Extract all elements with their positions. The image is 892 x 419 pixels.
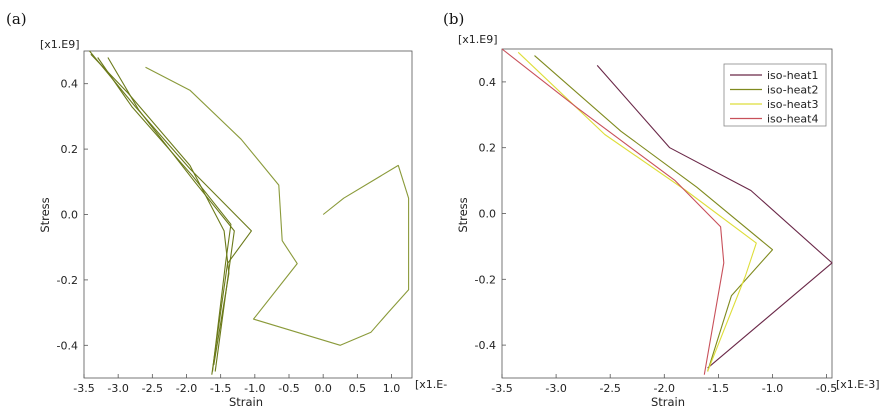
y-tick-label: 0.2 bbox=[61, 143, 79, 156]
panel-b-y-unit: [x1.E9] bbox=[458, 33, 498, 46]
panel-a-y-axis-title: Stress bbox=[38, 197, 52, 232]
panel-a-y-ticks: 0.4 0.2 0.0 -0.2 -0.4 bbox=[57, 78, 88, 352]
x-tick-label: -2.5 bbox=[599, 382, 620, 395]
series-line-4 bbox=[89, 50, 252, 375]
x-tick-label: 0.0 bbox=[314, 382, 332, 395]
panel-a-x-ticks: -3.5 -3.0 -2.5 -2.0 -1.5 -1.0 -0.5 0.0 0.5 1.0 bbox=[73, 374, 400, 395]
legend-label: iso-heat4 bbox=[767, 113, 818, 126]
panel-a-x-unit: [x1.E- bbox=[415, 378, 447, 391]
series-line-3 bbox=[107, 57, 235, 372]
y-tick-label: -0.4 bbox=[475, 339, 496, 352]
legend-label: iso-heat3 bbox=[767, 98, 818, 111]
x-tick-label: -1.5 bbox=[210, 382, 231, 395]
series-line-3 bbox=[517, 51, 757, 372]
panel-b: (b) [x1.E9] [x1.E-3] Strain Stress -3.5-… bbox=[443, 10, 880, 409]
y-tick-label: -0.2 bbox=[57, 274, 78, 287]
series-line-1 bbox=[596, 65, 833, 369]
y-tick-label: 0.0 bbox=[61, 209, 79, 222]
x-tick-label: -2.0 bbox=[176, 382, 197, 395]
panel-a-y-unit: [x1.E9] bbox=[40, 38, 80, 51]
x-tick-label: -0.5 bbox=[816, 382, 837, 395]
x-tick-label: -2.0 bbox=[654, 382, 675, 395]
panel-b-x-unit: [x1.E-3] bbox=[836, 378, 880, 391]
y-tick-label: 0.0 bbox=[479, 208, 497, 221]
x-tick-label: -2.5 bbox=[142, 382, 163, 395]
series-line-5 bbox=[145, 66, 410, 346]
y-tick-label: -0.4 bbox=[57, 339, 78, 352]
panel-a-label: (a) bbox=[6, 10, 27, 28]
series-line-2 bbox=[534, 55, 774, 372]
series-line-4 bbox=[501, 48, 725, 375]
x-tick-label: -3.0 bbox=[107, 382, 128, 395]
series-line-2 bbox=[97, 57, 232, 372]
y-tick-label: 0.2 bbox=[479, 142, 497, 155]
panel-b-y-ticks: 0.4 0.2 0.0 -0.2 -0.4 bbox=[475, 76, 506, 352]
panel-b-x-axis-title: Strain bbox=[651, 395, 685, 409]
panel-a-x-axis-title: Strain bbox=[229, 395, 263, 409]
legend-label: iso-heat2 bbox=[767, 84, 818, 97]
panel-b-x-ticks: -3.5 -3.0 -2.5 -2.0 -1.5 -1.0 -0.5 bbox=[491, 374, 837, 395]
x-tick-label: -1.0 bbox=[244, 382, 265, 395]
y-tick-label: 0.4 bbox=[479, 76, 497, 89]
x-tick-label: -0.5 bbox=[278, 382, 299, 395]
panel-b-label: (b) bbox=[443, 10, 464, 28]
y-tick-label: 0.4 bbox=[61, 78, 79, 91]
x-tick-label: -1.5 bbox=[708, 382, 729, 395]
x-tick-label: 1.0 bbox=[383, 382, 401, 395]
panel-a: (a) [x1.E9] [x1.E- Strain Stress -3.5 -3.… bbox=[6, 10, 447, 409]
y-tick-label: -0.2 bbox=[475, 273, 496, 286]
x-tick-label: -3.0 bbox=[545, 382, 566, 395]
panel-a-series bbox=[89, 50, 410, 375]
legend-box bbox=[723, 63, 827, 127]
series-line-1 bbox=[90, 53, 230, 365]
legend-label: iso-heat1 bbox=[767, 69, 818, 82]
x-tick-label: -3.5 bbox=[491, 382, 512, 395]
panel-b-y-axis-title: Stress bbox=[456, 197, 470, 232]
x-tick-label: -1.0 bbox=[762, 382, 783, 395]
x-tick-label: -3.5 bbox=[73, 382, 94, 395]
x-tick-label: 0.5 bbox=[349, 382, 367, 395]
panel-b-series bbox=[501, 48, 833, 375]
